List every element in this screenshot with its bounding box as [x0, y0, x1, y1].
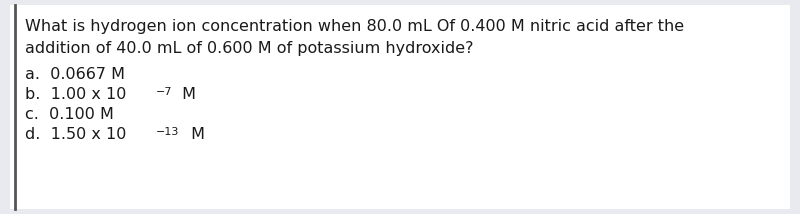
Text: M: M	[186, 127, 205, 142]
Text: c.  0.100 M: c. 0.100 M	[25, 107, 114, 122]
Text: What is hydrogen ion concentration when 80.0 mL Of 0.400 M nitric acid after the: What is hydrogen ion concentration when …	[25, 19, 684, 34]
Text: −7: −7	[156, 87, 172, 97]
Text: M: M	[177, 87, 196, 102]
Text: a.  0.0667 M: a. 0.0667 M	[25, 67, 125, 82]
Text: −13: −13	[156, 127, 179, 137]
Text: −7: −7	[156, 87, 172, 97]
Text: −13: −13	[156, 127, 179, 137]
Text: d.  1.50 x 10: d. 1.50 x 10	[25, 127, 126, 142]
Text: addition of 40.0 mL of 0.600 M of potassium hydroxide?: addition of 40.0 mL of 0.600 M of potass…	[25, 41, 474, 56]
Text: b.  1.00 x 10: b. 1.00 x 10	[25, 87, 126, 102]
FancyBboxPatch shape	[10, 5, 790, 209]
